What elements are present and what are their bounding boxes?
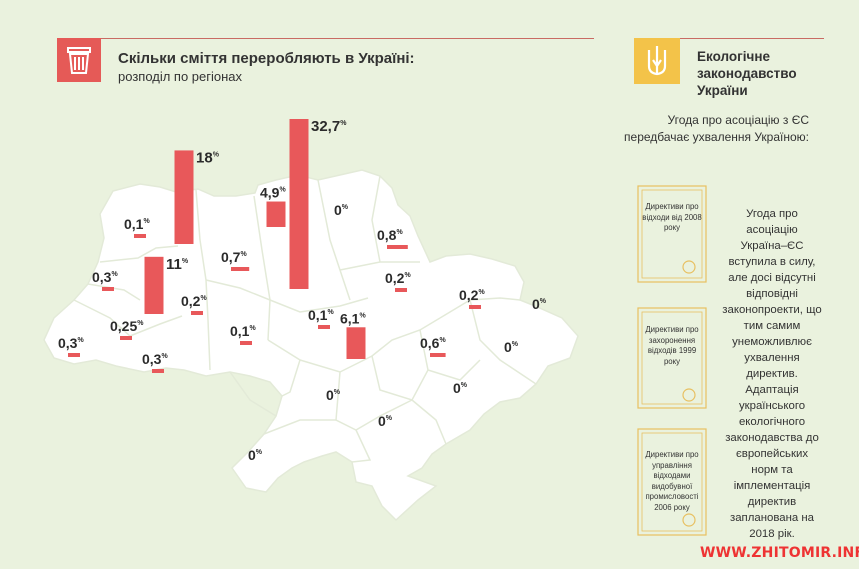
bar-region-3 [144, 256, 164, 314]
bar-region-12 [289, 119, 309, 289]
unit-label: % [249, 325, 256, 332]
sidebar-title-line: України [697, 83, 748, 98]
unit-label: % [359, 312, 366, 319]
ukraine-map-chart: 0,1%18%11%0,3%0,25%0,3%0,3%0,2%0,7%0,1%4… [43, 118, 579, 522]
unit-label: % [512, 341, 519, 348]
unit-label: % [386, 415, 393, 422]
unit-label: % [240, 251, 247, 258]
unit-label: % [182, 258, 189, 265]
unit-label: % [404, 272, 411, 279]
sidebar-title-line: законодавство [697, 66, 797, 81]
directive-text: Директиви про захоронення відходів 1999 … [645, 325, 699, 366]
unit-label: % [540, 298, 547, 305]
directive-card: Директиви про управління відходами видоб… [637, 428, 707, 536]
unit-label: % [327, 309, 334, 316]
source-url[interactable]: WWW.ZHITOMIR.INFO [700, 545, 859, 561]
directive-card: Директиви про відходи від 2008 року [637, 185, 707, 283]
unit-label: % [213, 151, 220, 158]
certificate-icon [637, 307, 707, 409]
unit-label: % [439, 337, 446, 344]
bar-region-7 [152, 369, 164, 373]
bar-region-5 [120, 336, 132, 340]
header-divider [57, 38, 594, 39]
directive-card: Директиви про захоронення відходів 1999 … [637, 307, 707, 409]
bar-region-11 [266, 201, 286, 227]
unit-label: % [461, 382, 468, 389]
unit-label: % [279, 187, 286, 194]
directive-text: Директиви про відходи від 2008 року [642, 202, 702, 232]
bar-region-17 [346, 327, 366, 359]
bar-region-2 [174, 150, 194, 244]
bar-layer [68, 119, 481, 373]
bar-region-14 [387, 245, 408, 249]
bar-region-18 [469, 305, 481, 309]
unit-label: % [137, 320, 144, 327]
page-subtitle: розподіл по регіонах [118, 69, 243, 84]
bar-region-16 [318, 325, 330, 329]
page-title: Скільки сміття переробляють в Україні: [118, 50, 415, 67]
unit-label: % [77, 337, 84, 344]
unit-label: % [340, 120, 347, 127]
sidebar-intro: Угода про асоціацію з ЄС передбачає ухва… [624, 113, 809, 144]
trident-icon [634, 38, 680, 84]
unit-label: % [143, 218, 150, 225]
sidebar-divider [634, 38, 824, 39]
bar-region-1 [134, 234, 146, 238]
certificate-icon [637, 428, 707, 536]
bar-region-8 [191, 311, 203, 315]
sidebar-title-line: Екологічне [697, 49, 771, 64]
directive-text: Директиви про управління відходами видоб… [645, 450, 699, 512]
unit-label: % [342, 204, 349, 211]
sidebar-note: Угода про асоціацію Україна–ЄС вступила … [722, 208, 822, 540]
certificate-icon [637, 185, 707, 283]
bar-region-15 [395, 288, 407, 292]
data-label: 18% [196, 149, 220, 166]
sidebar-title: Екологічне законодавство України [697, 48, 807, 99]
trash-bin-icon [57, 38, 101, 82]
unit-label: % [161, 353, 168, 360]
bar-region-4 [102, 287, 114, 291]
unit-label: % [256, 449, 263, 456]
unit-label: % [396, 229, 403, 236]
data-label: 0,25% [110, 318, 144, 334]
bar-region-19 [430, 353, 446, 357]
unit-label: % [334, 389, 341, 396]
unit-label: % [478, 289, 485, 296]
bar-region-6 [68, 353, 80, 357]
data-label: 32,7% [311, 118, 347, 135]
bar-region-9 [231, 267, 250, 271]
ukraine-map [43, 169, 579, 522]
unit-label: % [200, 295, 207, 302]
unit-label: % [111, 271, 118, 278]
bar-region-10 [240, 341, 252, 345]
